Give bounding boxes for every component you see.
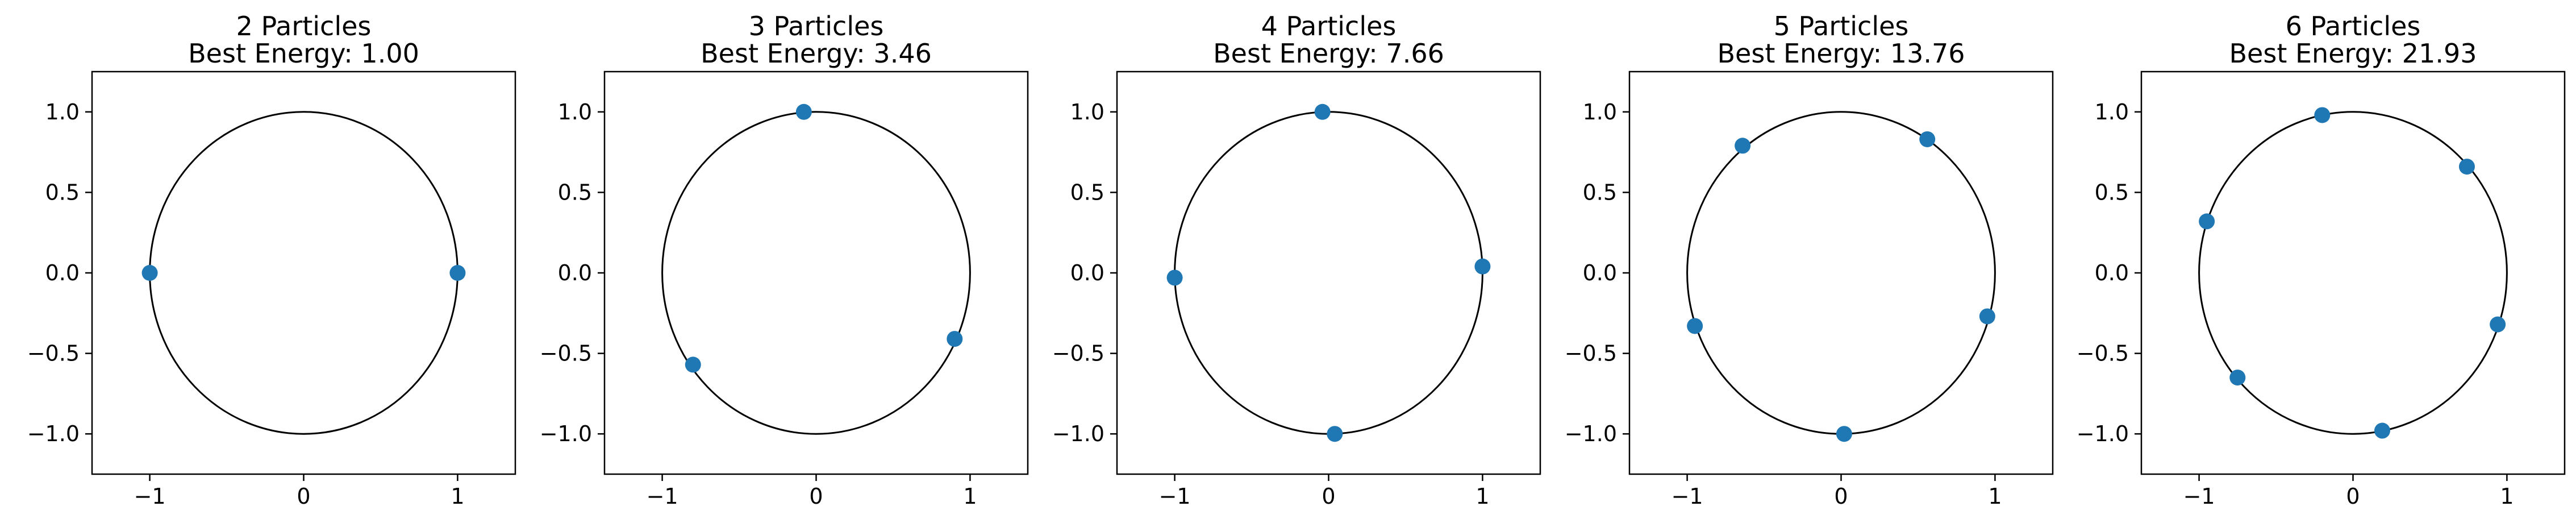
x-tick-label: 0 xyxy=(1322,484,1335,509)
particle-point xyxy=(1314,103,1331,120)
particle-point xyxy=(1735,138,1751,154)
y-tick-label: 1.0 xyxy=(1070,99,1104,125)
subplot-subtitle: Best Energy: 13.76 xyxy=(1718,38,1965,69)
axes-frame xyxy=(603,70,1029,475)
particle-point xyxy=(1919,131,1936,147)
y-tick-label: −1.0 xyxy=(1565,421,1617,446)
particle-point xyxy=(2374,422,2390,439)
y-tick-label: 1.0 xyxy=(1583,99,1617,125)
y-tick-label: −0.5 xyxy=(540,341,592,366)
x-tick-label: −1 xyxy=(134,484,166,509)
x-tick-label: 0 xyxy=(297,484,310,509)
y-tick-label: 0.0 xyxy=(1070,260,1104,285)
particle-point xyxy=(2490,316,2506,333)
particle-point xyxy=(2314,107,2331,123)
unit-circle xyxy=(2198,111,2508,435)
x-tick-label: 0 xyxy=(1834,484,1848,509)
y-tick-label: −1.0 xyxy=(2077,421,2129,446)
subplot-title: 4 Particles xyxy=(1261,11,1397,42)
y-tick-label: −0.5 xyxy=(1052,341,1104,366)
subplot-subtitle: Best Energy: 1.00 xyxy=(188,38,419,69)
particle-point xyxy=(1327,426,1343,442)
y-tick-label: 0.5 xyxy=(45,180,80,205)
y-tick-label: −0.5 xyxy=(1565,341,1617,366)
x-tick-label: 1 xyxy=(963,484,977,509)
y-tick-label: 0.5 xyxy=(558,180,592,205)
x-tick-label: 1 xyxy=(1988,484,2002,509)
particle-point xyxy=(2458,159,2475,175)
particle-point xyxy=(1836,426,1852,442)
particle-point xyxy=(141,265,158,281)
unit-circle xyxy=(149,111,458,435)
axes-frame xyxy=(2140,70,2566,475)
x-tick-label: 0 xyxy=(809,484,823,509)
subplot-title: 6 Particles xyxy=(2286,11,2421,42)
x-tick-label: −1 xyxy=(2183,484,2215,509)
unit-circle xyxy=(1174,111,1483,435)
y-tick-label: −0.5 xyxy=(2077,341,2129,366)
y-tick-label: −1.0 xyxy=(540,421,592,446)
axes-frame xyxy=(1628,70,2054,475)
x-tick-label: −1 xyxy=(647,484,678,509)
unit-circle xyxy=(661,111,971,435)
y-tick-label: 0.5 xyxy=(2095,180,2129,205)
y-tick-label: 0.0 xyxy=(2095,260,2129,285)
particle-point xyxy=(1979,308,1995,325)
y-tick-label: −0.5 xyxy=(27,341,80,366)
particle-point xyxy=(2229,370,2246,386)
subplot-subtitle: Best Energy: 7.66 xyxy=(1213,38,1444,69)
y-tick-label: 0.5 xyxy=(1070,180,1104,205)
y-tick-label: 1.0 xyxy=(558,99,592,125)
particle-point xyxy=(1687,318,1703,334)
particle-point xyxy=(1474,258,1491,275)
subplot-title: 2 Particles xyxy=(236,11,372,42)
y-tick-label: 0.0 xyxy=(45,260,80,285)
y-tick-label: 1.0 xyxy=(2095,99,2129,125)
particle-point xyxy=(685,356,701,373)
x-tick-label: 1 xyxy=(451,484,464,509)
particle-point xyxy=(449,265,466,281)
particle-point xyxy=(1166,269,1183,286)
y-tick-label: 0.0 xyxy=(558,260,592,285)
y-tick-label: 0.5 xyxy=(1583,180,1617,205)
y-tick-label: −1.0 xyxy=(27,421,80,446)
y-tick-label: 1.0 xyxy=(45,99,80,125)
y-tick-label: 0.0 xyxy=(1583,260,1617,285)
particle-point xyxy=(795,103,812,120)
particle-point xyxy=(2199,213,2215,230)
x-tick-label: 0 xyxy=(2346,484,2360,509)
subplot-title: 5 Particles xyxy=(1774,11,1909,42)
particle-point xyxy=(947,331,963,347)
subplot-subtitle: Best Energy: 3.46 xyxy=(701,38,932,69)
subplot-subtitle: Best Energy: 21.93 xyxy=(2229,38,2477,69)
subplot-title: 3 Particles xyxy=(749,11,884,42)
y-tick-label: −1.0 xyxy=(1052,421,1104,446)
x-tick-label: −1 xyxy=(1672,484,1703,509)
x-tick-label: −1 xyxy=(1159,484,1191,509)
unit-circle xyxy=(1686,111,1996,435)
x-tick-label: 1 xyxy=(2500,484,2514,509)
x-tick-label: 1 xyxy=(1475,484,1489,509)
